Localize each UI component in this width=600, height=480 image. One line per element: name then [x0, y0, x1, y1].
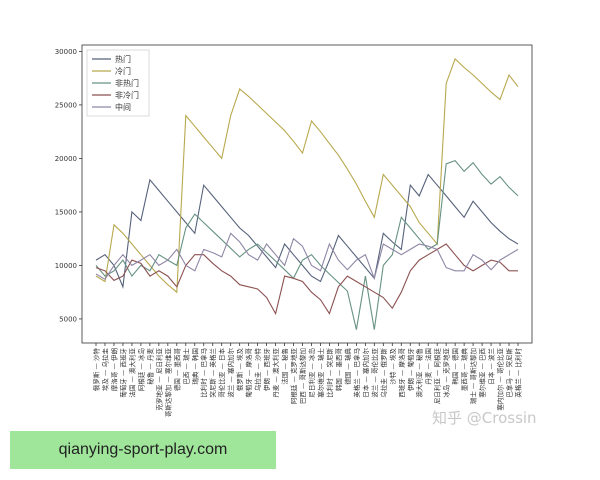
x-tick-label: 冰岛 — 克罗地亚 [442, 348, 451, 398]
legend-label: 中间 [115, 102, 131, 112]
x-tick-label: 阿根廷 — 冰岛 [136, 348, 145, 391]
watermark: 知乎 @Crossin [432, 409, 537, 427]
x-tick-label: 比利时 — 突尼斯 [325, 348, 334, 398]
x-tick-label: 巴西 — 瑞士 [181, 348, 190, 385]
x-tick-label: 尼日利亚 — 冰岛 [307, 348, 316, 398]
y-tick-label: 25000 [55, 101, 77, 109]
x-tick-label: 丹麦 — 澳大利亚 [271, 348, 280, 398]
x-tick-label: 葡萄牙 — 西班牙 [118, 348, 127, 398]
x-tick-label: 伊朗 — 西班牙 [262, 348, 271, 392]
x-tick-label: 埃及 — 乌拉圭 [100, 348, 109, 392]
plot-frame [81, 44, 533, 344]
y-tick-label: 5000 [59, 315, 77, 323]
x-tick-label: 俄罗斯 — 沙特 [92, 348, 101, 392]
x-tick-label: 秘鲁 — 丹麦 [145, 348, 154, 385]
x-tick-label: 伊朗 — 葡萄牙 [406, 348, 415, 392]
x-tick-label: 哥伦比亚 — 日本 [217, 348, 226, 398]
x-tick-label: 西班牙 — 摩洛哥 [397, 348, 406, 398]
x-tick-label: 比利时 — 巴拿马 [199, 348, 208, 398]
x-tick-label: 波兰 — 塞内加尔 [226, 348, 235, 398]
x-tick-label: 德国 — 墨西哥 [172, 348, 181, 392]
x-tick-label: 韩国 — 德国 [451, 348, 460, 385]
x-tick-label: 巴西 — 哥斯达黎加 [298, 348, 307, 404]
x-tick-label: 塞尔维亚 — 巴西 [478, 348, 487, 398]
x-tick-label: 哥斯达黎加 — 塞尔维亚 [163, 348, 172, 418]
series-line [95, 232, 519, 281]
x-tick-label: 法国 — 秘鲁 [280, 348, 289, 385]
series-line [95, 57, 519, 294]
y-tick-label: 30000 [55, 48, 77, 56]
x-tick-label: 德国 — 瑞典 [343, 348, 352, 385]
legend-label: 冷门 [115, 66, 131, 76]
x-tick-label: 法国 — 澳大利亚 [127, 348, 136, 398]
x-tick-label: 日本 — 波兰 [487, 348, 496, 385]
x-tick-label: 英格兰 — 巴拿马 [352, 348, 361, 398]
x-tick-label: 摩洛哥 — 伊朗 [109, 348, 118, 391]
x-tick-label: 尼日利亚 — 阿根廷 [433, 348, 442, 405]
x-tick-label: 塞内加尔 — 哥伦比亚 [496, 348, 505, 411]
x-tick-label: 巴拿马 — 突尼斯 [505, 348, 514, 398]
x-tick-label: 乌拉圭 — 沙特 [253, 348, 262, 392]
x-tick-label: 波兰 — 哥伦比亚 [370, 348, 379, 398]
x-tick-label: 韩国 — 墨西哥 [334, 348, 343, 392]
chart: 5000 10000 15000 20000 25000 30000 俄罗斯 — 沙特 埃及 … [55, 44, 533, 418]
legend-label: 非热门 [115, 78, 139, 88]
banner: qianying-sport-play.com [10, 431, 276, 469]
x-tick-label: 日本 — 塞内加尔 [361, 348, 370, 398]
y-tick-label: 20000 [55, 155, 77, 163]
series-line [95, 159, 519, 330]
x-tick-label: 阿根廷 — 克罗地亚 [289, 348, 298, 405]
x-tick-label: 丹麦 — 法国 [424, 348, 433, 385]
legend-label: 非冷门 [115, 90, 139, 100]
x-tick-label: 沙特 — 埃及 [388, 348, 397, 385]
x-tick-label: 葡萄牙 — 摩洛哥 [244, 348, 253, 398]
x-tick-label: 克罗地亚 — 尼日利亚 [154, 348, 163, 411]
x-tick-label: 澳大利亚 — 秘鲁 [415, 348, 424, 398]
x-tick-label: 突尼斯 — 英格兰 [208, 348, 217, 398]
legend-label: 热门 [115, 54, 131, 64]
series-line [95, 243, 518, 316]
x-tick-label: 英格兰 — 比利时 [514, 348, 523, 398]
x-tick-label: 俄罗斯 — 埃及 [235, 348, 244, 392]
x-tick-label: 瑞典 — 韩国 [190, 348, 199, 385]
y-tick-label: 10000 [55, 262, 77, 270]
x-tick-label: 墨西哥 — 瑞典 [460, 348, 469, 392]
x-tick-label: 瑞士 — 哥斯达黎加 [469, 348, 478, 404]
y-tick-label: 15000 [55, 208, 77, 216]
x-tick-label: 乌拉圭 — 俄罗斯 [379, 348, 388, 398]
series-line [95, 173, 519, 289]
x-tick-label: 塞尔维亚 — 瑞士 [316, 348, 325, 398]
